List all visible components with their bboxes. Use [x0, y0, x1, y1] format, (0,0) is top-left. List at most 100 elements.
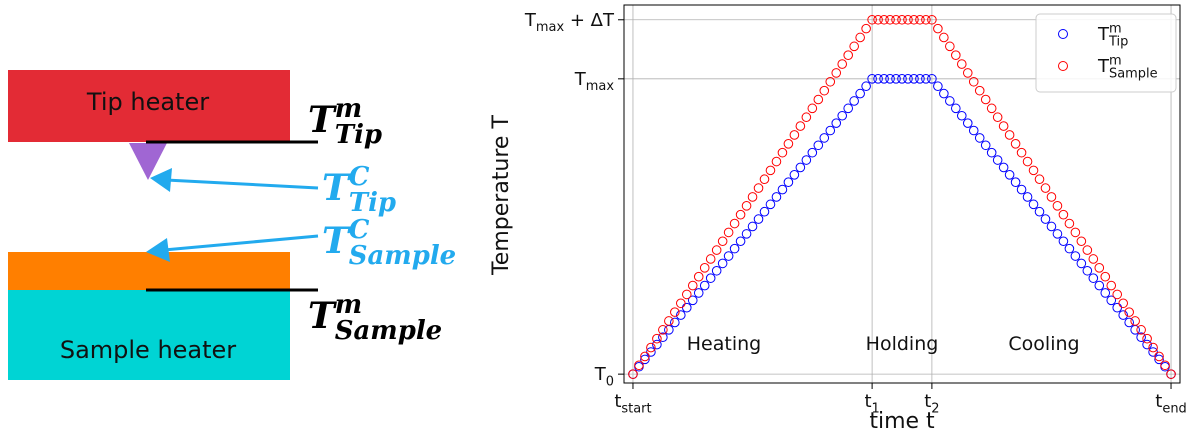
point [873, 14, 883, 25]
point [921, 14, 931, 25]
x-tick-label-part: 2 [931, 401, 939, 416]
point [837, 110, 848, 121]
arrowhead [150, 168, 172, 192]
point [646, 342, 656, 353]
arrowhead [146, 238, 170, 262]
diagram-label-part: Sample [335, 316, 442, 346]
block-label: Sample heater [60, 336, 236, 364]
point [1016, 184, 1027, 195]
point [825, 125, 836, 136]
diagram-label: TC Sample [322, 215, 456, 271]
arrow [165, 178, 319, 190]
point [933, 23, 943, 34]
y-tick-label: Tmax + ΔT [524, 10, 615, 35]
point [909, 74, 919, 84]
point [956, 110, 967, 121]
point [1160, 360, 1170, 371]
diagram-label-part: m [335, 290, 362, 320]
point [903, 74, 913, 84]
diagram-label-part: T [308, 99, 337, 141]
diagram-label: Tm Tip [308, 94, 382, 150]
diagram-label-part: Sample [349, 241, 456, 271]
point [1064, 218, 1075, 229]
tip [129, 143, 167, 180]
diagram-label-part: C [349, 215, 370, 245]
point [1142, 333, 1152, 344]
point [1100, 271, 1111, 282]
point [1010, 177, 1021, 187]
point [837, 59, 848, 69]
point [789, 130, 800, 140]
x-tick-label-part: start [621, 401, 651, 416]
point [927, 74, 937, 84]
legend-label-part: m [1109, 21, 1122, 36]
diagram-label-part: T [322, 167, 351, 209]
point [831, 68, 842, 78]
point [652, 333, 662, 344]
point [1076, 258, 1087, 269]
point [1070, 227, 1081, 238]
point [915, 14, 925, 25]
point [693, 288, 704, 298]
x-tick-label: t1 [864, 391, 879, 416]
legend-box [1035, 13, 1177, 93]
x-tick-label-part: t [1155, 391, 1162, 412]
point [1034, 174, 1045, 185]
point [968, 76, 979, 87]
point [945, 41, 955, 52]
plot-frame [623, 4, 1181, 384]
point [1088, 254, 1099, 264]
point [777, 147, 788, 158]
legend-label-part: Tip [1108, 34, 1128, 49]
point [687, 280, 698, 291]
legend-marker [1058, 29, 1068, 39]
diagram-label-part: Tip [335, 120, 382, 150]
y-tick-label-part: + ΔT [564, 10, 615, 31]
point [759, 206, 770, 217]
legend-label: Tm Tip [1097, 21, 1128, 49]
point [861, 23, 871, 34]
point [765, 165, 776, 176]
point [1136, 332, 1146, 343]
point [628, 369, 638, 379]
point [962, 118, 973, 128]
point [1124, 317, 1134, 328]
point [939, 32, 949, 43]
x-tick-label-part: t [924, 391, 931, 412]
point [849, 96, 859, 106]
point [951, 103, 961, 114]
point [681, 289, 692, 300]
point [1004, 130, 1015, 140]
block-label: Tip heater [86, 88, 209, 116]
point [813, 140, 824, 151]
y-tick-label-part: 0 [606, 375, 614, 390]
point [819, 133, 830, 143]
point [717, 258, 728, 269]
arrow [163, 234, 319, 252]
point [1118, 298, 1129, 309]
diagram-label-part: C [349, 162, 370, 192]
point [951, 50, 961, 61]
point [1112, 302, 1123, 313]
point [777, 184, 788, 195]
point [693, 271, 704, 282]
point [861, 81, 871, 92]
point [1052, 229, 1063, 239]
point [867, 74, 877, 84]
point [915, 74, 925, 84]
point [879, 14, 889, 25]
sample [8, 252, 290, 290]
point [867, 14, 877, 25]
point [825, 76, 836, 87]
point [664, 316, 674, 326]
point [1106, 295, 1117, 306]
point [1088, 273, 1099, 283]
legend-marker [1058, 61, 1068, 71]
point [1118, 310, 1129, 320]
point [980, 140, 991, 151]
point [843, 103, 853, 114]
point [998, 121, 1009, 131]
point [897, 14, 907, 25]
point [903, 14, 913, 25]
